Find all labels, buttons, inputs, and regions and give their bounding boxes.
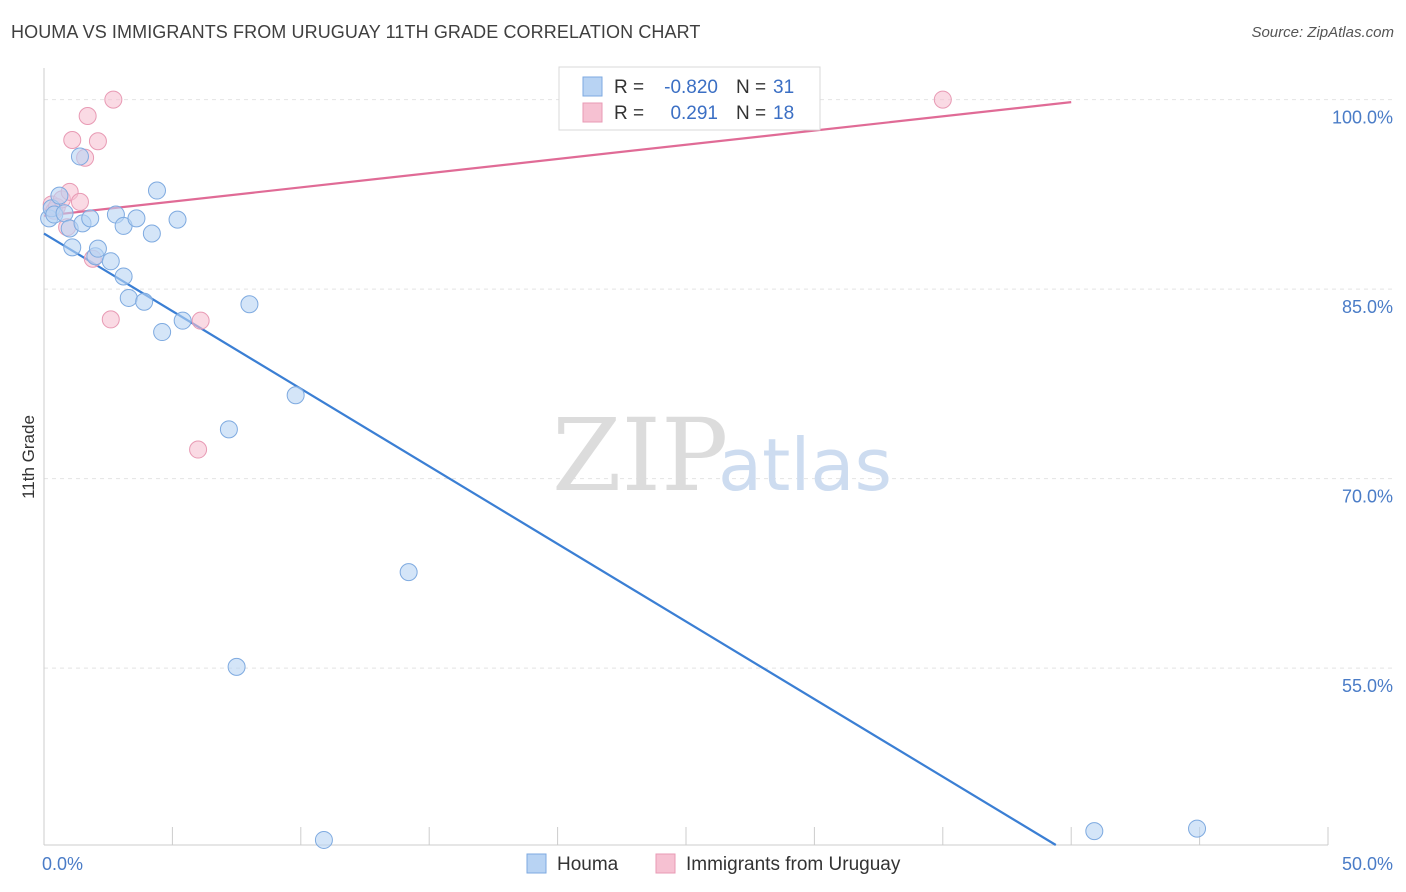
y-axis-label: 11th Grade — [19, 415, 38, 499]
houma-point-12 — [101, 252, 120, 271]
houma-point-20 — [147, 181, 166, 200]
y-tick-label-1: 85.0% — [1342, 297, 1393, 317]
y-tick-label-2: 70.0% — [1342, 487, 1393, 507]
y-tick-label-3: 55.0% — [1342, 676, 1393, 696]
watermark-atlas: atlas — [718, 423, 892, 507]
watermark-zip: ZIP — [552, 397, 728, 514]
data-points — [40, 90, 1207, 849]
houma-point-11 — [88, 239, 107, 258]
trend-line-houma — [43, 232, 1057, 846]
houma-point-9 — [81, 209, 100, 228]
houma-point-3 — [50, 186, 69, 205]
legend-n-label-uruguay: N = — [736, 103, 766, 124]
houma-point-15 — [114, 267, 133, 286]
x-tick-labels: 0.0% 50.0% — [42, 854, 1393, 874]
chart-title: HOUMA VS IMMIGRANTS FROM URUGUAY 11TH GR… — [11, 22, 701, 42]
houma-point-19 — [142, 224, 161, 243]
trend-lines — [43, 101, 1072, 846]
uruguay-point-11 — [88, 132, 107, 151]
y-tick-label-0: 100.0% — [1332, 108, 1393, 128]
legend-n-value-houma: 31 — [773, 77, 794, 98]
uruguay-point-12 — [101, 310, 120, 329]
houma-point-29 — [399, 563, 418, 582]
axes — [43, 68, 1329, 846]
uruguay-point-9 — [78, 107, 97, 126]
watermark: ZIP atlas — [552, 397, 892, 514]
houma-point-27 — [286, 386, 305, 405]
legend-r-value-houma: -0.820 — [664, 77, 718, 98]
houma-point-7 — [70, 147, 89, 166]
y-tick-labels: 100.0% 85.0% 70.0% 55.0% — [1332, 108, 1393, 697]
legend-swatch-houma — [582, 76, 603, 97]
legend-n-label-houma: N = — [736, 77, 766, 98]
bottom-legend-label-uruguay: Immigrants from Uruguay — [686, 854, 901, 875]
houma-point-16 — [119, 288, 138, 307]
legend-n-value-uruguay: 18 — [773, 103, 794, 124]
houma-point-26 — [240, 295, 259, 314]
houma-point-25 — [227, 657, 246, 676]
houma-point-24 — [219, 420, 238, 439]
uruguay-point-14 — [189, 440, 208, 459]
source-label: Source: ZipAtlas.com — [1251, 24, 1394, 41]
houma-point-17 — [127, 209, 146, 228]
uruguay-point-13 — [104, 90, 123, 109]
houma-point-21 — [153, 323, 172, 342]
bottom-legend-label-houma: Houma — [557, 854, 619, 875]
houma-point-4 — [55, 204, 74, 223]
uruguay-point-17 — [933, 90, 952, 109]
bottom-legend-swatch-uruguay — [655, 853, 676, 874]
houma-point-31 — [1188, 819, 1207, 838]
x-tick-label-0: 0.0% — [42, 854, 83, 874]
uruguay-point-15 — [191, 311, 210, 330]
correlation-legend: R = -0.820 N = 31 R = 0.291 N = 18 — [558, 66, 821, 131]
uruguay-point-6 — [63, 131, 82, 150]
houma-point-30 — [1085, 822, 1104, 841]
legend-r-label-uruguay: R = — [614, 103, 644, 124]
houma-point-22 — [168, 210, 187, 229]
houma-point-18 — [135, 292, 154, 311]
legend-r-label-houma: R = — [614, 77, 644, 98]
grid-lines — [44, 99, 1392, 669]
trend-line-uruguay — [43, 101, 1072, 217]
houma-point-23 — [173, 311, 192, 330]
bottom-legend-swatch-houma — [526, 853, 547, 874]
legend-swatch-uruguay — [582, 102, 603, 123]
series-legend: Houma Immigrants from Uruguay — [526, 853, 901, 875]
x-tick-label-1: 50.0% — [1342, 854, 1393, 874]
houma-point-28 — [314, 830, 333, 849]
uruguay-point-7 — [70, 192, 89, 211]
houma-point-6 — [63, 238, 82, 257]
legend-r-value-uruguay: 0.291 — [670, 103, 718, 124]
